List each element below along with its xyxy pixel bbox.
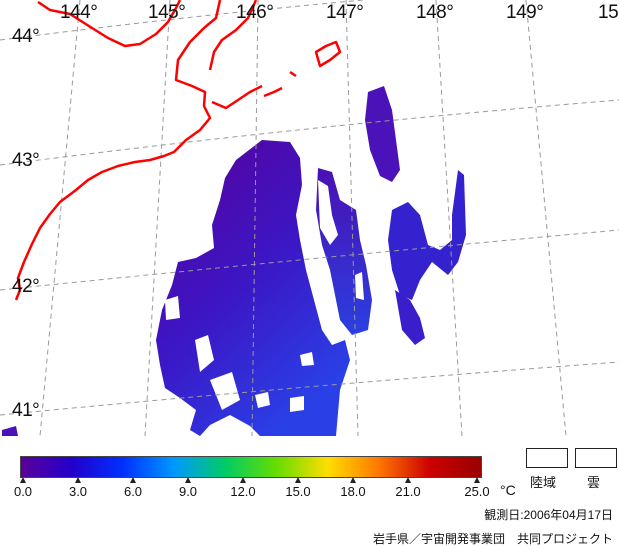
colorbar-tick-label: 21.0 xyxy=(395,484,421,499)
sst-region-north xyxy=(365,86,400,182)
graticule xyxy=(0,0,619,437)
longitude-label: 147° xyxy=(326,2,364,23)
colorbar-tick-label: 12.0 xyxy=(230,484,256,499)
observation-date: 観測日:2006年04月17日 xyxy=(484,508,613,522)
land-legend-label: 陸域 xyxy=(530,475,557,490)
colorbar-tick-label: 9.0 xyxy=(178,484,198,499)
coastline xyxy=(14,0,342,301)
cloud-gaps xyxy=(165,180,364,412)
temperature-colorbar xyxy=(20,456,482,478)
longitude-label: 145° xyxy=(148,2,186,23)
colorbar-ticks xyxy=(20,477,480,483)
latitude-label: 44° xyxy=(12,26,40,47)
longitude-label: 146° xyxy=(236,2,274,23)
cloud-legend-label: 雲 xyxy=(587,475,601,490)
credit-text: 岩手県／宇宙開発事業団 共同プロジェクト xyxy=(372,532,613,546)
colorbar-tick-label: 0.0 xyxy=(13,484,33,499)
sst-region-small xyxy=(395,290,425,345)
colorbar-tick-label: 6.0 xyxy=(123,484,143,499)
longitude-label: 15 xyxy=(598,2,619,23)
sst-region-corner xyxy=(2,426,18,436)
longitude-label: 149° xyxy=(506,2,544,23)
colorbar-tick-label: 15.0 xyxy=(285,484,311,499)
longitude-label: 144° xyxy=(60,2,98,23)
land-legend-swatch xyxy=(526,448,568,468)
longitude-label: 148° xyxy=(416,2,454,23)
colorbar-tick-label: 3.0 xyxy=(68,484,88,499)
latitude-label: 43° xyxy=(12,150,40,171)
sst-region-east xyxy=(388,170,466,300)
temperature-unit: °C xyxy=(500,482,516,498)
latitude-label: 42° xyxy=(12,276,40,297)
colorbar-tick-label: 25.0 xyxy=(464,484,490,499)
latitude-label: 41° xyxy=(12,400,40,421)
colorbar-tick-label: 18.0 xyxy=(340,484,366,499)
cloud-legend-swatch xyxy=(575,448,617,468)
